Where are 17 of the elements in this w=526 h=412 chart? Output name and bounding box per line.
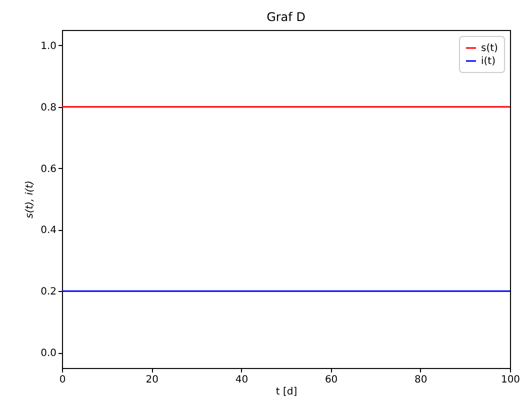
x-tick-label: 40	[235, 374, 248, 386]
x-tick-label: 60	[324, 374, 338, 386]
legend-label: s(t)	[481, 43, 498, 54]
y-tick-label: 0.4	[40, 225, 56, 236]
x-tick-label: 80	[414, 374, 428, 386]
y-tick-label: 0.0	[40, 348, 56, 360]
x-axis-title: t [d]	[276, 386, 298, 398]
y-tick-label: 0.2	[40, 286, 56, 298]
chart-title: Graf D	[266, 10, 306, 24]
y-tick-label: 1.0	[40, 40, 56, 52]
y-axis-title: s(t), i(t)	[24, 180, 36, 218]
legend-label: i(t)	[481, 56, 496, 67]
y-tick-label: 0.8	[40, 102, 56, 114]
x-tick-label: 20	[146, 374, 158, 386]
y-tick-label: 0.6	[40, 164, 56, 175]
x-tick-label: 0	[59, 374, 66, 386]
x-tick-label: 100	[500, 374, 520, 386]
